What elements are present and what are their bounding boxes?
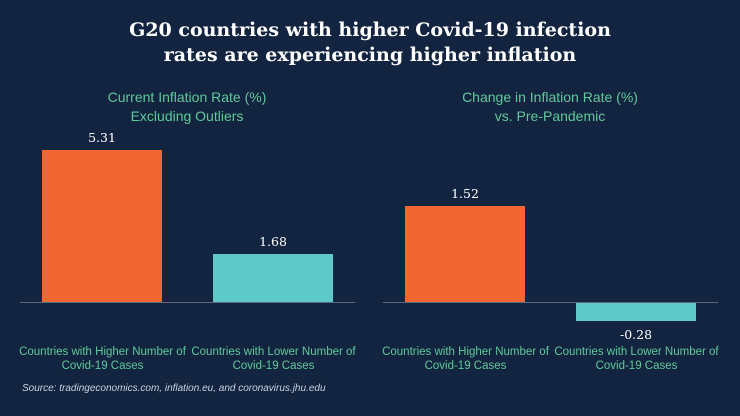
bar bbox=[213, 253, 333, 302]
value-label: 5.31 bbox=[88, 130, 116, 145]
value-label: 1.52 bbox=[451, 186, 479, 201]
category-label: Countries with Lower Number of Covid-19 … bbox=[554, 346, 719, 372]
chart-subtitle: Excluding Outliers bbox=[130, 108, 244, 124]
page-title: G20 countries with higher Covid-19 infec… bbox=[129, 19, 611, 66]
chart-subtitle: vs. Pre-Pandemic bbox=[494, 108, 606, 124]
source-note: Source: tradingeconomics.com, inflation.… bbox=[22, 383, 326, 394]
chart-title: Change in Inflation Rate (%) bbox=[462, 89, 638, 105]
baseline bbox=[20, 302, 355, 303]
bar bbox=[405, 206, 525, 302]
category-label: Countries with Higher Number of Covid-19… bbox=[19, 346, 186, 372]
bar bbox=[576, 303, 696, 321]
value-label: 1.68 bbox=[259, 233, 287, 249]
category-label: Countries with Higher Number of Covid-19… bbox=[382, 346, 549, 372]
baseline bbox=[383, 302, 718, 303]
bar bbox=[42, 150, 162, 302]
value-label: -0.28 bbox=[619, 326, 653, 342]
category-label: Countries with Lower Number of Covid-19 … bbox=[191, 346, 356, 372]
chart-title: Current Inflation Rate (%) bbox=[107, 89, 267, 105]
